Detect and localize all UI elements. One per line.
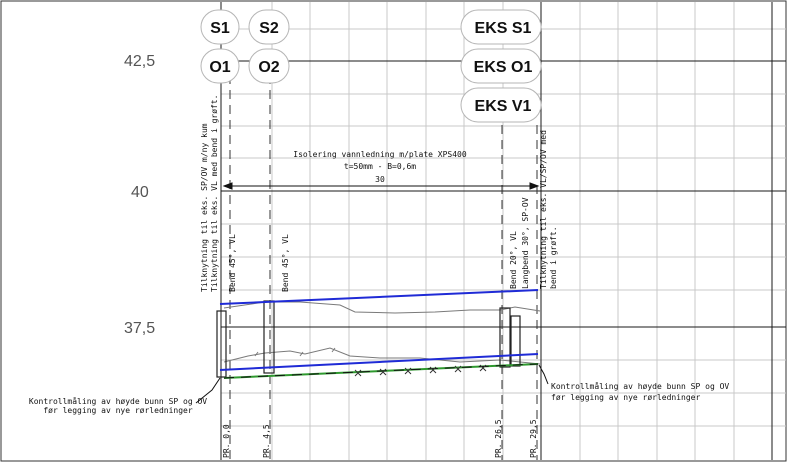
note-bend-2: Bend 45°, VL <box>281 234 290 292</box>
profile-label-0-0: PR. 0,0 <box>222 424 231 458</box>
note-connect-left-2: Tilknytning til eks. VL med bend i grøft… <box>210 95 219 292</box>
profile-label-29-5: PR. 29,5 <box>529 419 538 458</box>
tag-eks-s1: EKS S1 <box>475 20 532 37</box>
profile-label-26-5: PR. 26,5 <box>494 419 503 458</box>
note-connect-right-2: bend i grøft. <box>549 226 558 289</box>
elevation-label-40: 40 <box>131 184 149 201</box>
terrain-lines <box>223 301 541 365</box>
water-lines <box>219 289 539 371</box>
line-tags: S1 S2 O1 O2 EKS S1 EKS O1 EKS V1 <box>200 9 542 123</box>
profile-label-4-5: PR. 4,5 <box>262 424 271 458</box>
insulation-length: 30 <box>375 175 385 184</box>
note-connect-right-1: Tilknytning til eks. VL/SP/OV med <box>539 130 548 289</box>
control-note-left-2: før legging av nye rørledninger <box>43 406 192 415</box>
major-grid <box>220 2 786 460</box>
control-leaders <box>195 364 549 404</box>
tag-bubble-s2 <box>248 9 290 45</box>
sewer-line <box>223 363 539 379</box>
tag-bubble-s1 <box>200 9 240 45</box>
tag-bubble-o1 <box>200 48 240 84</box>
tag-bubble-eks-s1 <box>460 9 542 45</box>
note-bend-3: Bend 20°, VL <box>509 231 518 289</box>
tag-o1: O1 <box>209 59 230 76</box>
tag-s1: S1 <box>210 20 230 37</box>
bottom-marks <box>354 364 487 377</box>
insulation-note-line2: t=50mm - B=0,6m <box>344 162 416 171</box>
control-note-right-1: Kontrollmåling av høyde bunn SP og OV <box>551 381 729 391</box>
tag-s2: S2 <box>259 20 279 37</box>
note-connect-left-1: Tilknytning til eks. SP/OV m/ny kum <box>200 123 209 292</box>
tag-o2: O2 <box>258 59 279 76</box>
tag-eks-o1: EKS O1 <box>474 59 533 76</box>
tag-bubble-eks-o1 <box>460 48 542 84</box>
tag-bubble-o2 <box>248 48 290 84</box>
note-bend-1: Bend 45°, VL <box>228 234 237 292</box>
insulation-dimension-line <box>222 182 540 190</box>
note-bend-4: Langbend 30°, SP-OV <box>521 197 530 289</box>
tag-bubble-eks-v1 <box>460 87 542 123</box>
tag-eks-v1: EKS V1 <box>475 98 532 115</box>
insulation-note-line1: Isolering vannledning m/plate XPS400 <box>293 150 467 159</box>
control-note-right-2: før legging av nye rørledninger <box>551 393 700 402</box>
elevation-label-42-5: 42,5 <box>124 53 155 70</box>
elevation-label-37-5: 37,5 <box>124 320 155 337</box>
manhole-boxes <box>216 300 521 378</box>
control-note-left-1: Kontrollmåling av høyde bunn SP og OV <box>29 396 207 406</box>
